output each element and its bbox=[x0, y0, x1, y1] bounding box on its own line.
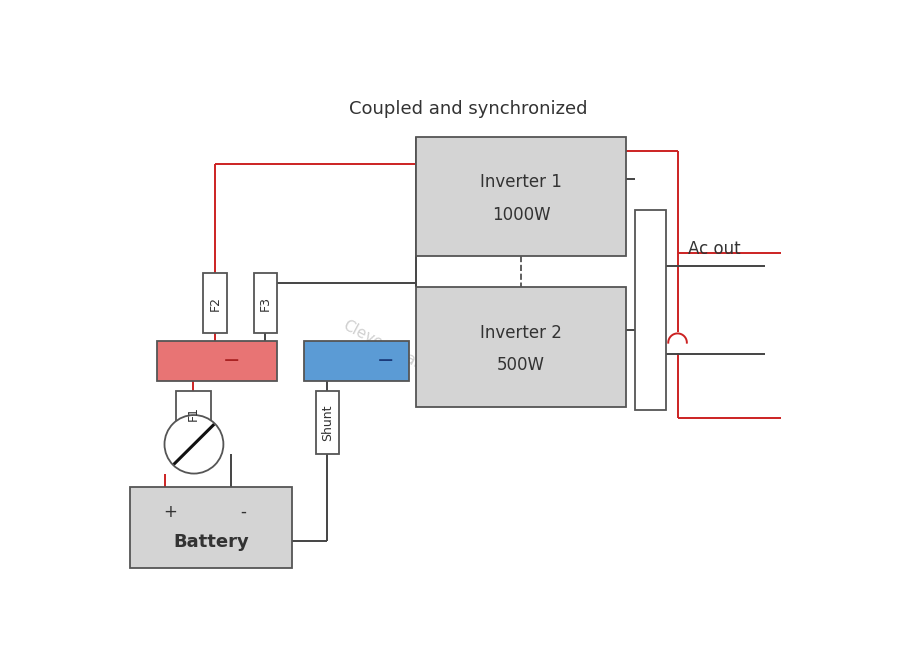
Text: Inverter 1: Inverter 1 bbox=[480, 173, 561, 192]
Text: Coupled and synchronized: Coupled and synchronized bbox=[349, 100, 587, 118]
Text: Inverter 2: Inverter 2 bbox=[480, 324, 561, 342]
Text: +: + bbox=[163, 502, 177, 521]
Bar bbox=[416, 137, 625, 256]
Bar bbox=[157, 341, 277, 381]
Bar bbox=[254, 274, 277, 333]
Text: Cleversolarpower.com: Cleversolarpower.com bbox=[340, 318, 497, 411]
Text: 500W: 500W bbox=[497, 356, 545, 374]
Bar bbox=[304, 341, 409, 381]
Text: Shunt: Shunt bbox=[320, 405, 334, 441]
Text: F3: F3 bbox=[258, 296, 272, 311]
Text: −: − bbox=[223, 351, 240, 371]
Text: F2: F2 bbox=[208, 296, 221, 311]
Bar bbox=[176, 391, 211, 436]
Text: 1000W: 1000W bbox=[492, 206, 551, 223]
Bar bbox=[204, 274, 226, 333]
Text: Battery: Battery bbox=[173, 533, 249, 551]
Text: -: - bbox=[241, 502, 247, 521]
Text: F1: F1 bbox=[186, 406, 200, 421]
Bar bbox=[316, 391, 339, 454]
Text: −: − bbox=[377, 351, 394, 371]
Text: Ac out: Ac out bbox=[687, 240, 740, 258]
Bar bbox=[130, 487, 292, 568]
Bar bbox=[635, 210, 666, 410]
Bar bbox=[416, 288, 625, 407]
Ellipse shape bbox=[164, 415, 224, 473]
